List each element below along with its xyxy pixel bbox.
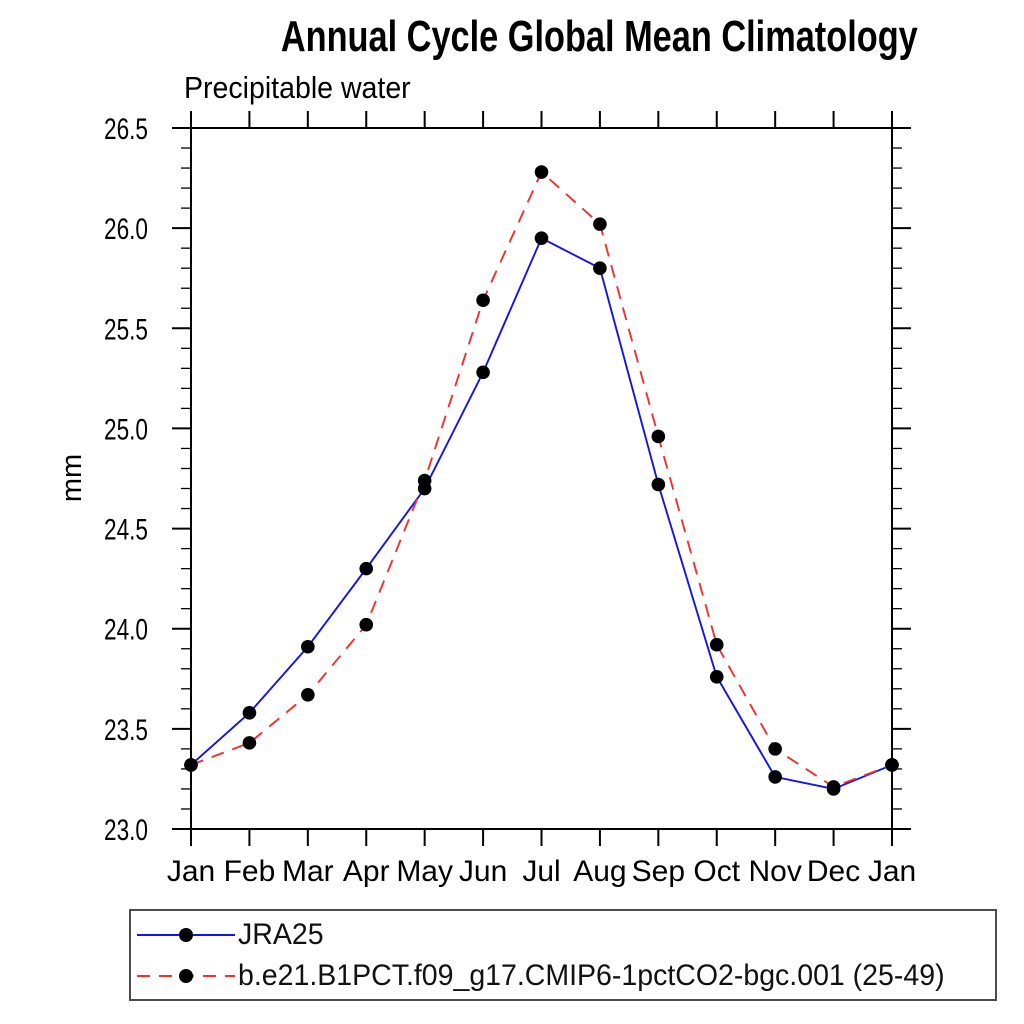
data-point	[184, 758, 198, 772]
x-tick-label: Nov	[748, 855, 801, 888]
data-point	[301, 639, 315, 654]
chart-title: Annual Cycle Global Mean Climatology	[191, 13, 918, 61]
x-tick-label: Mar	[282, 855, 334, 888]
data-point	[242, 736, 257, 750]
data-point	[709, 637, 724, 652]
series-line-0	[190, 236, 893, 790]
x-tick-label: Oct	[693, 855, 740, 888]
data-point	[768, 770, 782, 784]
y-tick-label: 25.5	[104, 313, 148, 346]
data-point	[476, 365, 490, 380]
x-tick-label: Feb	[224, 855, 276, 888]
x-tick-label: Apr	[343, 855, 390, 888]
y-tick-label: 25.0	[104, 413, 148, 446]
data-point	[768, 742, 782, 756]
chart-title-text: Annual Cycle Global Mean Climatology	[280, 12, 918, 61]
x-tick-label: Sep	[632, 855, 685, 888]
data-point	[417, 473, 432, 488]
chart-subtitle-text: Precipitable water	[184, 70, 411, 105]
data-point	[651, 477, 666, 492]
legend-label: b.e21.B1PCT.f09_g17.CMIP6-1pctCO2-bgc.00…	[238, 959, 945, 992]
y-tick-label: 26.5	[104, 113, 148, 146]
legend-entry-jra25: JRA25	[134, 914, 328, 956]
data-point	[534, 165, 549, 179]
data-point	[242, 706, 257, 720]
legend-label: JRA25	[238, 918, 324, 951]
data-point	[826, 780, 841, 794]
legend-box: JRA25 b.e21.B1PCT.f09_g17.CMIP6-1pctCO2-…	[129, 909, 997, 1001]
y-tick-label: 26.0	[104, 213, 148, 246]
data-point	[301, 688, 315, 702]
series-line-1	[190, 170, 893, 788]
data-point	[534, 231, 549, 245]
legend-entry-model: b.e21.B1PCT.f09_g17.CMIP6-1pctCO2-bgc.00…	[134, 955, 982, 997]
x-tick-label: Jun	[459, 855, 507, 888]
data-point	[651, 429, 666, 444]
data-point	[359, 617, 374, 632]
data-point	[593, 217, 607, 231]
data-point	[709, 669, 724, 684]
x-tick-label: Jul	[522, 855, 560, 888]
x-tick-label: Jan	[167, 855, 215, 888]
data-point	[359, 561, 374, 576]
legend-line-dashed-icon	[137, 969, 235, 983]
x-tick-label: Aug	[573, 855, 626, 888]
x-tick-label: Jan	[868, 855, 916, 888]
data-point	[593, 261, 607, 276]
y-tick-label: 23.0	[104, 814, 148, 847]
legend-line-solid-icon	[137, 928, 235, 942]
chart-subtitle: Precipitable water	[184, 71, 430, 105]
data-point	[476, 293, 490, 308]
y-tick-label: 23.5	[104, 714, 148, 747]
y-tick-label: 24.5	[104, 514, 148, 547]
data-point	[885, 758, 899, 772]
y-tick-label: 24.0	[104, 614, 148, 647]
x-tick-label: Dec	[807, 855, 860, 888]
x-tick-label: May	[396, 855, 453, 888]
